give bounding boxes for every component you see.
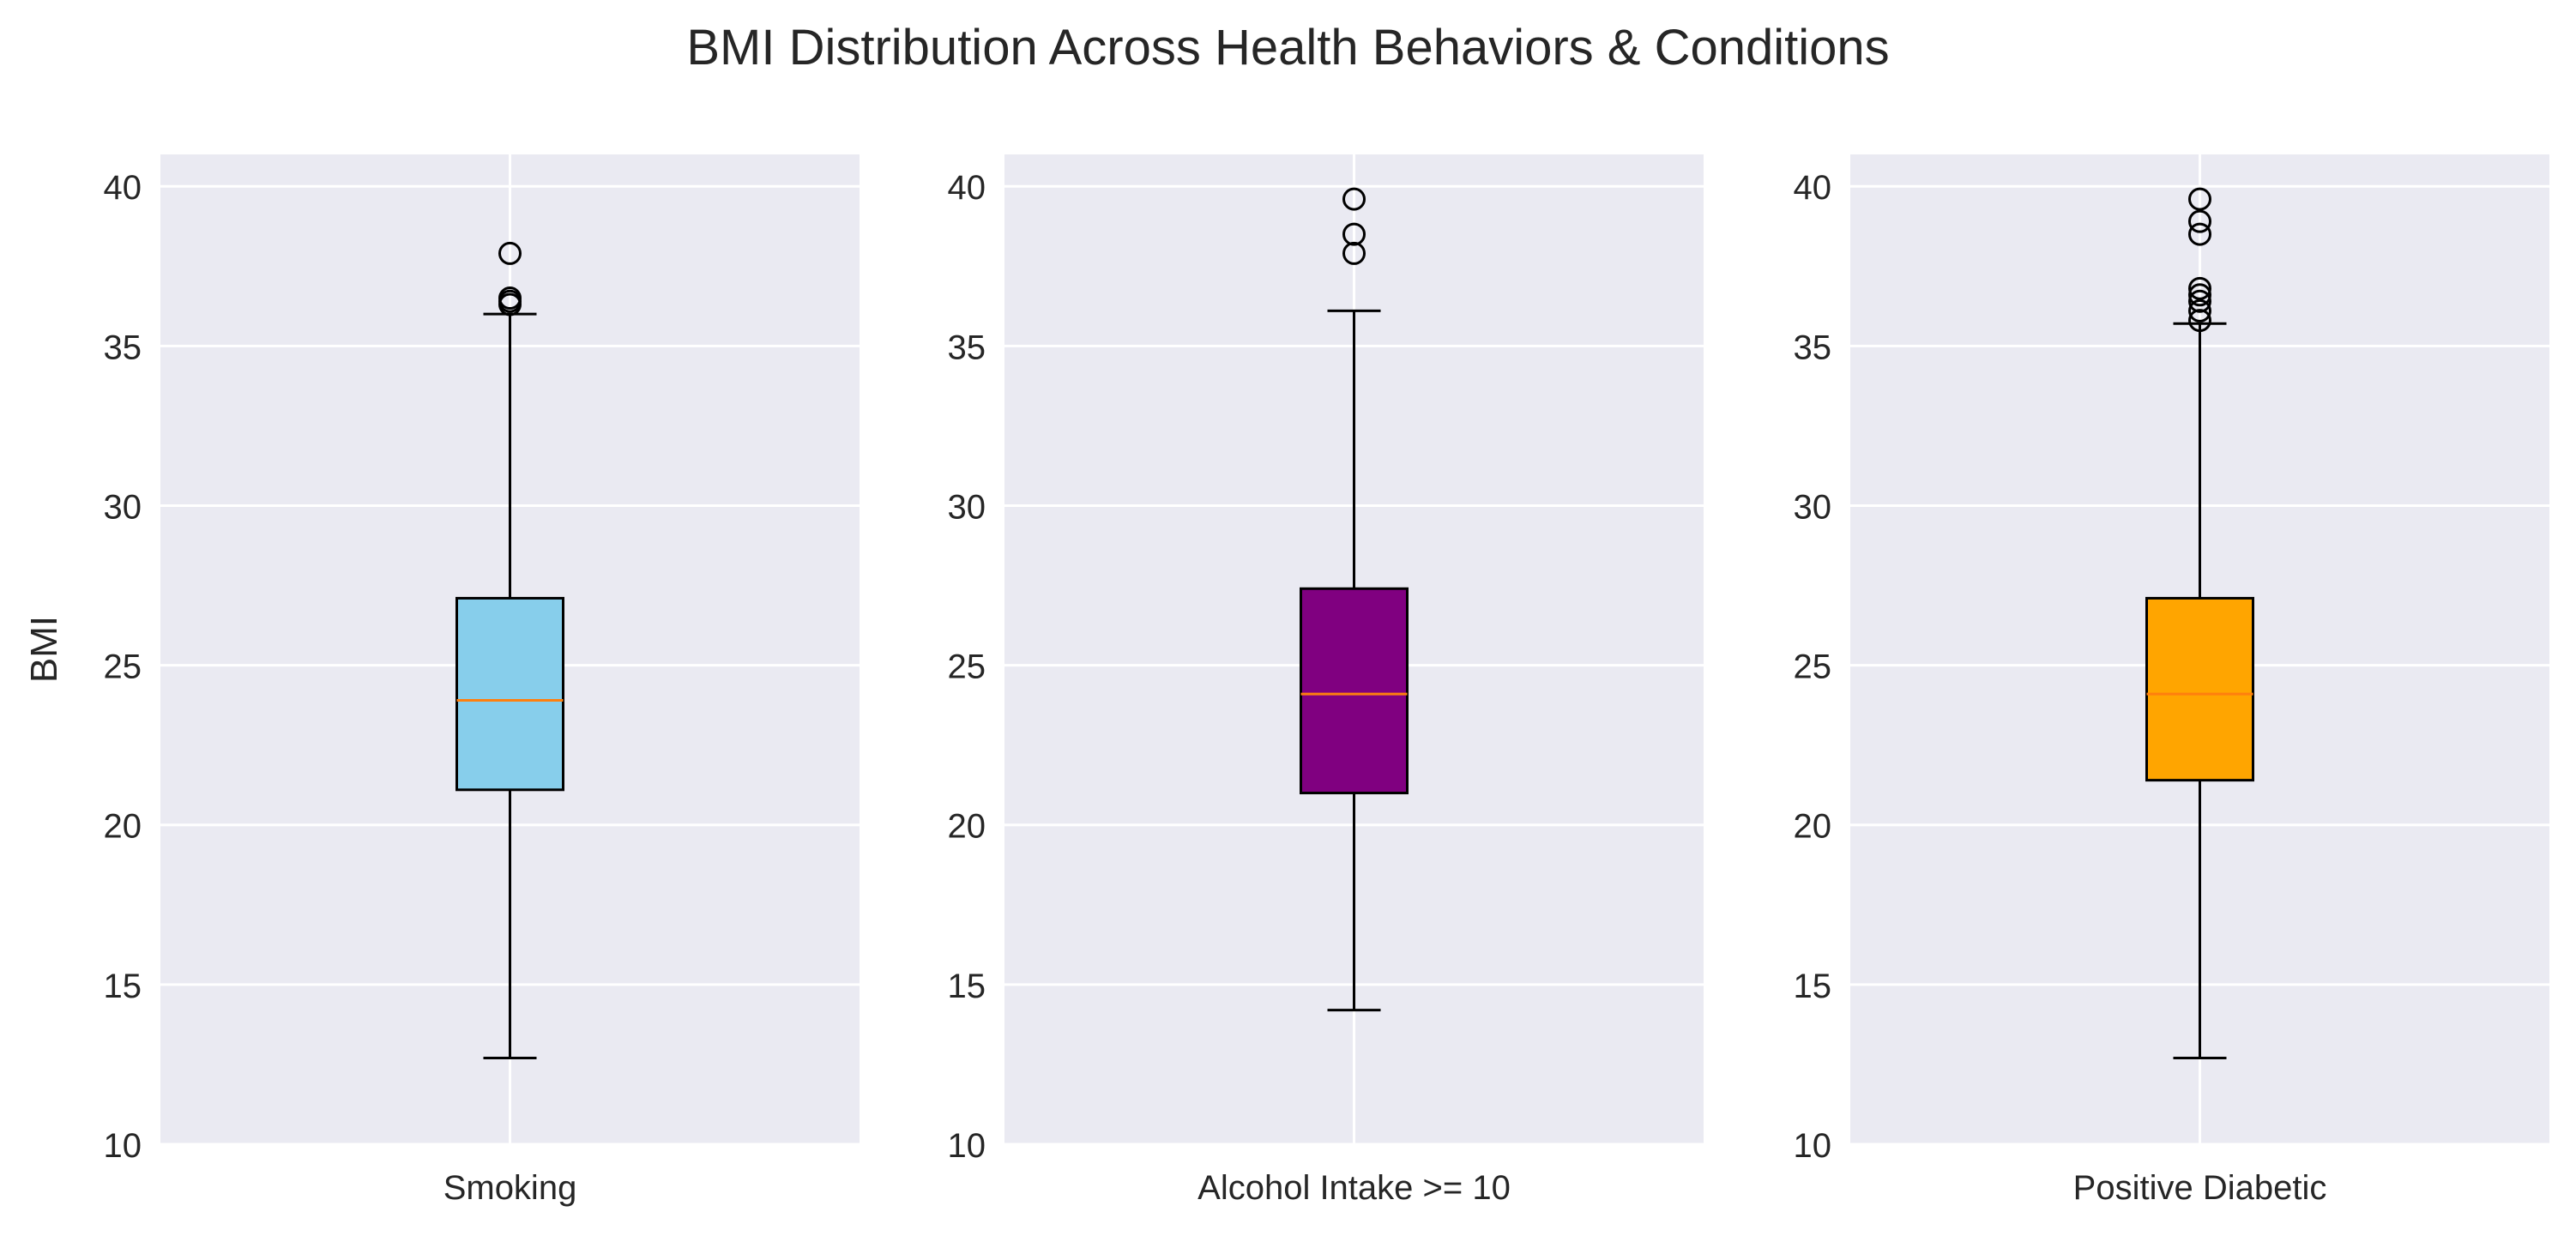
- panel-1-ytick-label-20: 20: [104, 808, 142, 846]
- panel-2-ytick-label-20: 20: [948, 808, 986, 846]
- panel-1-outlier-4: [498, 241, 522, 265]
- panel-3-outlier-6: [2188, 222, 2211, 246]
- panel-3-box: [2145, 596, 2254, 782]
- panel-1-ytick-label-35: 35: [104, 329, 142, 366]
- panel-3-ytick-label-40: 40: [1794, 169, 1832, 207]
- panel-2-ytick-label-10: 10: [948, 1127, 986, 1165]
- panel-2-outlier-2: [1342, 222, 1366, 246]
- panel-3-outlier-2: [2188, 298, 2211, 323]
- panel-3-category-label: Positive Diabetic: [2073, 1169, 2327, 1207]
- panel-2-outlier-1: [1342, 241, 1366, 265]
- panel-1-ytick-label-40: 40: [104, 169, 142, 207]
- panel-2-ytick-label-40: 40: [948, 169, 986, 207]
- panel-3-ytick-label-15: 15: [1794, 968, 1832, 1005]
- panel-1-ytick-label-15: 15: [104, 968, 142, 1005]
- panel-3-ytick-label-30: 30: [1794, 488, 1832, 526]
- panel-2-category-label: Alcohol Intake >= 10: [1198, 1169, 1511, 1207]
- panel-3-ytick-label-10: 10: [1794, 1127, 1832, 1165]
- panel-1-category-label: Smoking: [443, 1169, 577, 1207]
- chart-title: BMI Distribution Across Health Behaviors…: [686, 20, 1890, 75]
- panel-1-ytick-label-25: 25: [104, 648, 142, 686]
- panel-3-outlier-4: [2188, 283, 2211, 307]
- panel-2-box: [1300, 587, 1409, 795]
- panel-1-box: [455, 596, 564, 792]
- panel-3-outlier-3: [2188, 289, 2211, 313]
- panel-2-ytick-label-15: 15: [948, 968, 986, 1005]
- panel-1-ytick-label-10: 10: [104, 1127, 142, 1165]
- panel-3-ytick-label-25: 25: [1794, 648, 1832, 686]
- panel-3-outlier-1: [2188, 309, 2211, 333]
- panel-3-outlier-5: [2188, 276, 2211, 300]
- panel-3-outlier-8: [2188, 187, 2211, 211]
- panel-1-ytick-label-30: 30: [104, 488, 142, 526]
- panel-3-outlier-7: [2188, 209, 2211, 233]
- panel-2-ytick-label-35: 35: [948, 329, 986, 366]
- panel-2-ytick-label-30: 30: [948, 488, 986, 526]
- panel-2-ytick-label-25: 25: [948, 648, 986, 686]
- panel-3-ytick-label-35: 35: [1794, 329, 1832, 366]
- panel-1-outlier-3: [498, 286, 522, 310]
- panel-3-ytick-label-20: 20: [1794, 808, 1832, 846]
- panel-2-outlier-3: [1342, 187, 1366, 211]
- y-axis-label: BMI: [23, 616, 65, 683]
